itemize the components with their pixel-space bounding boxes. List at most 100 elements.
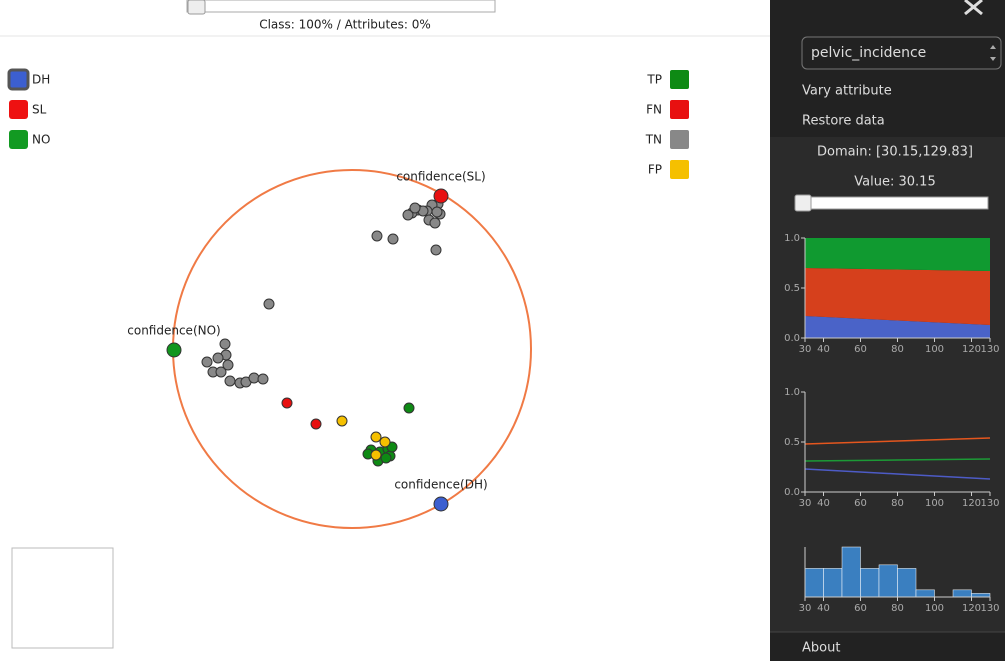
x-tick-label: 30 bbox=[799, 344, 812, 355]
bar bbox=[878, 564, 898, 598]
data-point bbox=[215, 366, 227, 378]
data-point bbox=[336, 415, 348, 427]
data-point bbox=[222, 359, 234, 371]
x-tick-label: 30 bbox=[799, 603, 812, 614]
outcome-swatch bbox=[670, 160, 689, 179]
class-label: NO bbox=[32, 133, 50, 147]
x-tick-label: 80 bbox=[891, 498, 904, 509]
bar bbox=[915, 589, 935, 598]
bar bbox=[971, 593, 991, 598]
outcome-swatch bbox=[670, 70, 689, 89]
data-point bbox=[379, 436, 391, 448]
data-point bbox=[370, 431, 382, 443]
close-button[interactable] bbox=[964, 0, 983, 16]
data-point bbox=[371, 230, 383, 242]
outcome-swatch bbox=[670, 100, 689, 119]
about-link[interactable]: About bbox=[802, 641, 840, 656]
x-tick-label: 120 bbox=[962, 344, 981, 355]
x-tick-label: 100 bbox=[925, 603, 944, 614]
y-tick-label: 1.0 bbox=[784, 233, 800, 244]
line bbox=[804, 468, 991, 480]
value-label: Value: 30.15 bbox=[854, 175, 935, 190]
x-tick-label: 40 bbox=[817, 344, 830, 355]
y-tick-label: 0.5 bbox=[784, 283, 800, 294]
x-tick-label: 80 bbox=[891, 603, 904, 614]
data-point bbox=[380, 452, 392, 464]
bar bbox=[804, 568, 824, 598]
outcome-label: TN bbox=[645, 133, 662, 147]
slider-handle[interactable] bbox=[187, 0, 206, 15]
anchor bbox=[166, 342, 182, 358]
data-point bbox=[429, 217, 441, 229]
select-arrows bbox=[990, 45, 996, 61]
minimap bbox=[11, 547, 114, 649]
attribute-select[interactable] bbox=[801, 36, 1002, 70]
x-tick-label: 100 bbox=[925, 344, 944, 355]
data-point bbox=[248, 372, 260, 384]
outcome-label: FP bbox=[648, 163, 662, 177]
anchor-label: confidence(NO) bbox=[127, 324, 220, 338]
data-point bbox=[224, 375, 236, 387]
x-tick-label: 60 bbox=[854, 344, 867, 355]
data-point bbox=[257, 373, 269, 385]
data-point bbox=[219, 338, 231, 350]
data-point bbox=[370, 449, 382, 461]
data-point bbox=[212, 352, 224, 364]
y-tick-label: 0.0 bbox=[784, 487, 800, 498]
x-tick-label: 60 bbox=[854, 498, 867, 509]
anchor bbox=[433, 496, 449, 512]
data-point bbox=[430, 244, 442, 256]
x-tick-label: 100 bbox=[925, 498, 944, 509]
x-tick-label: 40 bbox=[817, 498, 830, 509]
panel-section bbox=[770, 137, 1005, 632]
class-label: SL bbox=[32, 103, 47, 117]
bar bbox=[952, 589, 972, 598]
value-slider[interactable] bbox=[794, 196, 989, 210]
class-label: DH bbox=[32, 73, 50, 87]
x-tick-label: 130 bbox=[980, 603, 999, 614]
y-tick-label: 0.0 bbox=[784, 333, 800, 344]
x-tick-label: 80 bbox=[891, 344, 904, 355]
slider-label: Class: 100% / Attributes: 0% bbox=[259, 18, 431, 32]
canvas-bg bbox=[0, 0, 770, 661]
x-tick-label: 60 bbox=[854, 603, 867, 614]
class-swatch bbox=[9, 100, 28, 119]
y-tick-label: 0.5 bbox=[784, 437, 800, 448]
x-tick-label: 120 bbox=[962, 498, 981, 509]
menu-item[interactable]: Restore data bbox=[802, 114, 885, 129]
data-point bbox=[403, 402, 415, 414]
outcome-label: TP bbox=[646, 73, 662, 87]
data-point bbox=[281, 397, 293, 409]
slider-handle[interactable] bbox=[794, 194, 812, 212]
area bbox=[805, 316, 990, 338]
line bbox=[804, 437, 991, 445]
data-point bbox=[201, 356, 213, 368]
data-point bbox=[409, 202, 421, 214]
y-tick-label: 1.0 bbox=[784, 387, 800, 398]
x-tick-label: 40 bbox=[817, 603, 830, 614]
x-tick-label: 30 bbox=[799, 498, 812, 509]
line bbox=[804, 458, 991, 462]
data-point bbox=[387, 233, 399, 245]
anchor-label: confidence(DH) bbox=[394, 478, 487, 492]
x-tick-label: 130 bbox=[980, 344, 999, 355]
x-tick-label: 120 bbox=[962, 603, 981, 614]
class-swatch bbox=[7, 68, 30, 91]
outcome-label: FN bbox=[646, 103, 662, 117]
anchor-label: confidence(SL) bbox=[396, 170, 485, 184]
domain-label: Domain: [30.15,129.83] bbox=[817, 145, 973, 160]
menu-item[interactable]: Vary attribute bbox=[802, 84, 892, 99]
bar bbox=[897, 568, 917, 598]
attribute-value: pelvic_incidence bbox=[811, 45, 926, 61]
x-tick-label: 130 bbox=[980, 498, 999, 509]
class-swatch bbox=[9, 130, 28, 149]
data-point bbox=[431, 206, 443, 218]
area bbox=[805, 238, 990, 271]
anchor bbox=[433, 188, 449, 204]
area bbox=[805, 268, 990, 325]
data-point bbox=[310, 418, 322, 430]
class-slider[interactable] bbox=[186, 0, 496, 13]
data-point bbox=[263, 298, 275, 310]
